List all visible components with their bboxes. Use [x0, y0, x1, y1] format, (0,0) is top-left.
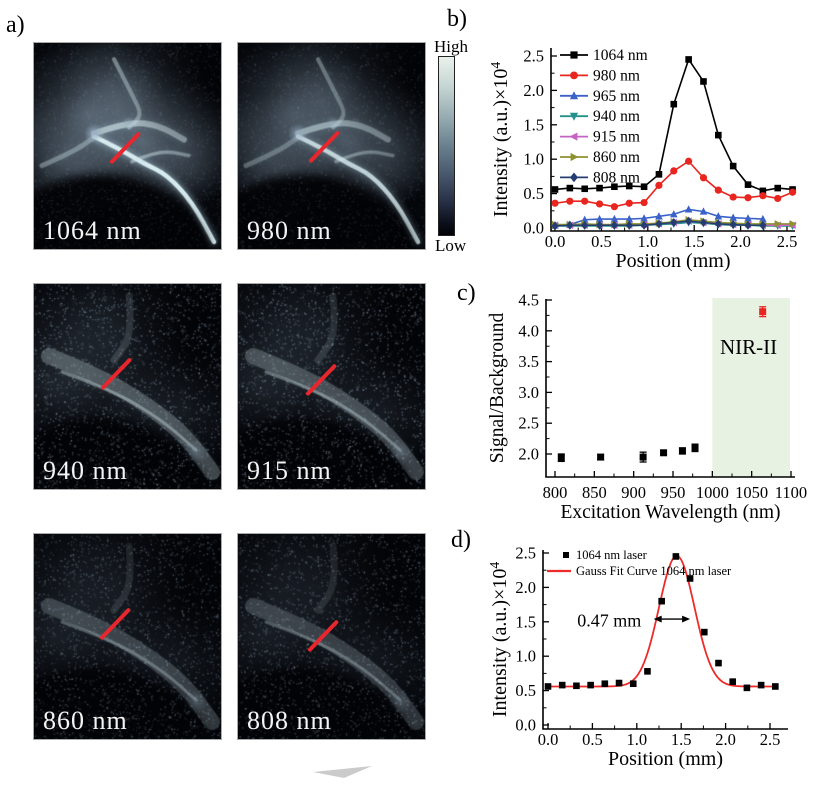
- svg-text:1.0: 1.0: [637, 232, 658, 251]
- svg-text:2.0: 2.0: [523, 81, 544, 100]
- svg-text:800: 800: [543, 483, 568, 502]
- fluorescence-image-808nm: 808 nm: [237, 533, 426, 740]
- svg-text:2.5: 2.5: [777, 232, 798, 251]
- svg-text:0.5: 0.5: [515, 681, 536, 700]
- svg-text:Intensity (a.u.)×104: Intensity (a.u.)×104: [487, 562, 511, 717]
- svg-text:1064 nm laser: 1064 nm laser: [576, 548, 648, 562]
- svg-text:1.5: 1.5: [684, 232, 705, 251]
- svg-text:Excitation Wavelength (nm): Excitation Wavelength (nm): [560, 502, 780, 523]
- svg-text:1000: 1000: [696, 483, 729, 502]
- wavelength-label: 940 nm: [43, 456, 128, 486]
- intensity-profile-chart: 0.0 0.5 1.0 1.5 2.0 2.5 0.0 0.5 1.0 1.5 2.0 2.5 Posi…: [455, 10, 828, 272]
- svg-text:0.0: 0.0: [545, 232, 566, 251]
- svg-text:0.0: 0.0: [538, 730, 559, 749]
- svg-text:0.0: 0.0: [515, 716, 536, 735]
- svg-text:2.0: 2.0: [730, 232, 751, 251]
- svg-text:808 nm: 808 nm: [593, 169, 640, 186]
- svg-text:2.5: 2.5: [760, 730, 781, 749]
- wavelength-label: 915 nm: [247, 456, 332, 486]
- signal-background-chart: NIR-II 800 850 900 950 1000 1050 1100 2.0 2.5 3.0 3…: [455, 280, 828, 523]
- svg-text:2.0: 2.0: [715, 730, 736, 749]
- fluorescence-image-1064nm: 1064 nm: [33, 42, 222, 250]
- fluorescence-image-980nm: 980 nm: [237, 42, 426, 250]
- svg-text:0.5: 0.5: [582, 730, 603, 749]
- svg-text:860 nm: 860 nm: [593, 149, 640, 166]
- wavelength-label: 808 nm: [247, 706, 332, 736]
- svg-text:2.0: 2.0: [518, 445, 539, 464]
- svg-text:915 nm: 915 nm: [593, 129, 640, 146]
- fluorescence-image-915nm: 915 nm: [237, 283, 426, 490]
- svg-text:Signal/Background: Signal/Background: [487, 312, 508, 463]
- svg-text:1.0: 1.0: [515, 647, 536, 666]
- svg-text:0.0: 0.0: [523, 219, 544, 238]
- intensity-colorbar: [438, 56, 455, 236]
- gauss-fit-chart: 0.0 0.5 1.0 1.5 2.0 2.5 0.0 0.5 1.0 1.5 2.0 2.5 Posi…: [450, 523, 828, 785]
- svg-text:980 nm: 980 nm: [593, 67, 640, 84]
- svg-text:Intensity (a.u.)×104: Intensity (a.u.)×104: [488, 62, 512, 217]
- svg-text:3.5: 3.5: [518, 352, 539, 371]
- fluorescence-image-860nm: 860 nm: [33, 533, 222, 740]
- svg-text:1064 nm: 1064 nm: [593, 47, 648, 64]
- svg-text:1.0: 1.0: [523, 150, 544, 169]
- panel-a-label: a): [6, 12, 25, 39]
- svg-text:1100: 1100: [775, 483, 807, 502]
- svg-text:0.47 mm: 0.47 mm: [577, 611, 641, 631]
- svg-text:0.5: 0.5: [523, 184, 544, 203]
- svg-text:3.0: 3.0: [518, 383, 539, 402]
- svg-text:4.5: 4.5: [518, 291, 539, 310]
- svg-text:Gauss Fit Curve 1064 nm laser: Gauss Fit Curve 1064 nm laser: [576, 564, 732, 578]
- svg-text:965 nm: 965 nm: [593, 88, 640, 105]
- svg-text:Position (mm): Position (mm): [615, 250, 730, 272]
- svg-text:2.0: 2.0: [515, 578, 536, 597]
- svg-text:1.5: 1.5: [523, 115, 544, 134]
- wavelength-label: 860 nm: [43, 706, 128, 736]
- wavelength-label: 1064 nm: [43, 216, 142, 246]
- svg-text:2.5: 2.5: [523, 47, 544, 66]
- svg-text:1050: 1050: [735, 483, 768, 502]
- svg-text:4.0: 4.0: [518, 321, 539, 340]
- svg-text:0.5: 0.5: [591, 232, 612, 251]
- svg-text:Position (mm): Position (mm): [608, 748, 723, 770]
- svg-text:900: 900: [621, 483, 646, 502]
- page-corner-triangle: [313, 766, 375, 780]
- figure-root: a) b) c) d) 1064 nm 980 nm 940 nm 915 nm…: [0, 0, 828, 785]
- svg-text:2.5: 2.5: [518, 414, 539, 433]
- svg-text:1.5: 1.5: [671, 730, 692, 749]
- wavelength-label: 980 nm: [247, 216, 332, 246]
- svg-text:1.0: 1.0: [626, 730, 647, 749]
- svg-text:2.5: 2.5: [515, 544, 536, 563]
- svg-text:1.5: 1.5: [515, 612, 536, 631]
- svg-text:940 nm: 940 nm: [593, 108, 640, 125]
- svg-text:950: 950: [661, 483, 686, 502]
- svg-text:NIR-II: NIR-II: [720, 335, 777, 359]
- svg-text:850: 850: [582, 483, 607, 502]
- fluorescence-image-940nm: 940 nm: [33, 283, 222, 490]
